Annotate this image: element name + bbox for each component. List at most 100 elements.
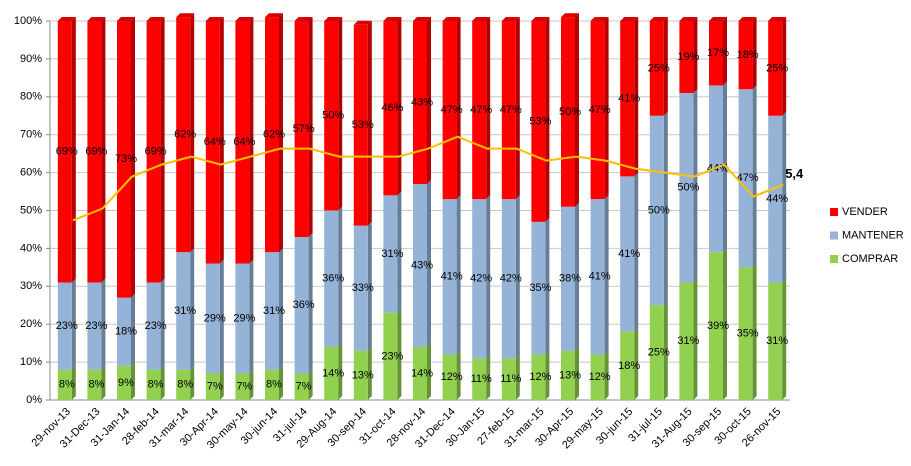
bar-side (131, 293, 135, 366)
bar-side (604, 195, 609, 355)
bar-side (279, 13, 283, 253)
data-label: 31% (381, 248, 403, 260)
data-label: 25% (766, 62, 788, 74)
bar (235, 21, 250, 264)
data-label: 18% (737, 49, 759, 61)
data-label: 9% (118, 377, 134, 389)
y-tick-label: 80% (20, 91, 42, 103)
bar (57, 21, 72, 283)
bar (738, 89, 753, 268)
bar (353, 24, 368, 226)
bar (472, 21, 487, 200)
bar-side (693, 89, 698, 283)
legend-swatch (830, 231, 838, 240)
bar (472, 199, 487, 359)
data-label: 44% (766, 193, 788, 205)
bar (472, 358, 487, 400)
line-label: 5,4 (785, 166, 804, 181)
bar-side (397, 17, 402, 196)
bar-top (442, 17, 461, 21)
data-label: 12% (589, 371, 611, 383)
legend-label: COMPRAR (842, 253, 898, 265)
bar (531, 221, 546, 355)
bar-side (486, 195, 491, 359)
data-label: 69% (145, 146, 167, 158)
data-label: 25% (648, 62, 670, 74)
y-tick-label: 90% (20, 53, 42, 65)
data-label: 41% (618, 248, 640, 260)
bar-side (515, 195, 520, 359)
data-label: 43% (411, 96, 433, 108)
bar (176, 17, 191, 253)
bar (413, 21, 427, 184)
data-label: 33% (352, 282, 374, 294)
bar (205, 263, 220, 374)
bar-side (308, 233, 313, 374)
bar-side (101, 365, 106, 400)
data-label: 47% (737, 172, 759, 184)
bar-top (413, 17, 431, 21)
bar-side (663, 301, 668, 400)
data-label: 44% (707, 163, 729, 175)
data-label: 13% (352, 369, 374, 381)
bar (738, 21, 753, 90)
y-tick-label: 100% (14, 15, 42, 27)
bar (590, 354, 605, 400)
bar (413, 346, 427, 400)
data-label: 73% (115, 153, 137, 165)
data-label: 69% (85, 146, 107, 158)
bar-side (279, 248, 283, 370)
bar-side (486, 17, 491, 200)
data-label: 31% (677, 335, 699, 347)
data-label: 23% (85, 320, 107, 332)
bar-side (397, 308, 402, 400)
bar (768, 21, 783, 116)
bar (265, 17, 279, 253)
bar (57, 369, 72, 400)
bar-side (456, 195, 461, 355)
y-tick-label: 70% (20, 129, 42, 141)
bar-top (294, 17, 313, 21)
data-label: 31% (766, 335, 788, 347)
bar-side (101, 17, 106, 283)
bar-side (634, 327, 639, 400)
bar (620, 331, 635, 400)
bar-side (634, 172, 639, 332)
data-label: 23% (381, 350, 403, 362)
bar-side (604, 350, 609, 400)
legend-swatch (830, 255, 838, 263)
bar-side (101, 278, 106, 370)
data-label: 53% (352, 119, 374, 131)
bar-top (117, 17, 135, 21)
bar-top (679, 17, 698, 21)
data-label: 41% (441, 271, 463, 283)
bar-side (663, 111, 668, 306)
bar (768, 282, 783, 400)
bar-side (693, 278, 698, 400)
bar (738, 267, 753, 400)
bar-side (131, 17, 135, 298)
data-label: 39% (707, 320, 729, 332)
bar-side (190, 248, 195, 370)
bar-side (249, 17, 254, 264)
bar-top (205, 17, 224, 21)
bar (87, 21, 102, 283)
data-label: 8% (177, 379, 193, 391)
data-label: 50% (322, 110, 344, 122)
bar-side (160, 278, 165, 370)
bar (413, 183, 427, 347)
data-label: 14% (411, 367, 433, 379)
bar (561, 206, 575, 351)
bar-side (397, 191, 402, 313)
bar (146, 369, 161, 400)
data-label: 38% (559, 273, 581, 285)
bar-top (501, 17, 520, 21)
bar (620, 176, 635, 332)
bar-side (308, 369, 313, 400)
data-label: 7% (296, 381, 312, 393)
bar (324, 210, 339, 347)
data-label: 69% (56, 146, 78, 158)
line (72, 135, 784, 222)
bar-top (531, 17, 550, 21)
data-label: 8% (148, 379, 164, 391)
